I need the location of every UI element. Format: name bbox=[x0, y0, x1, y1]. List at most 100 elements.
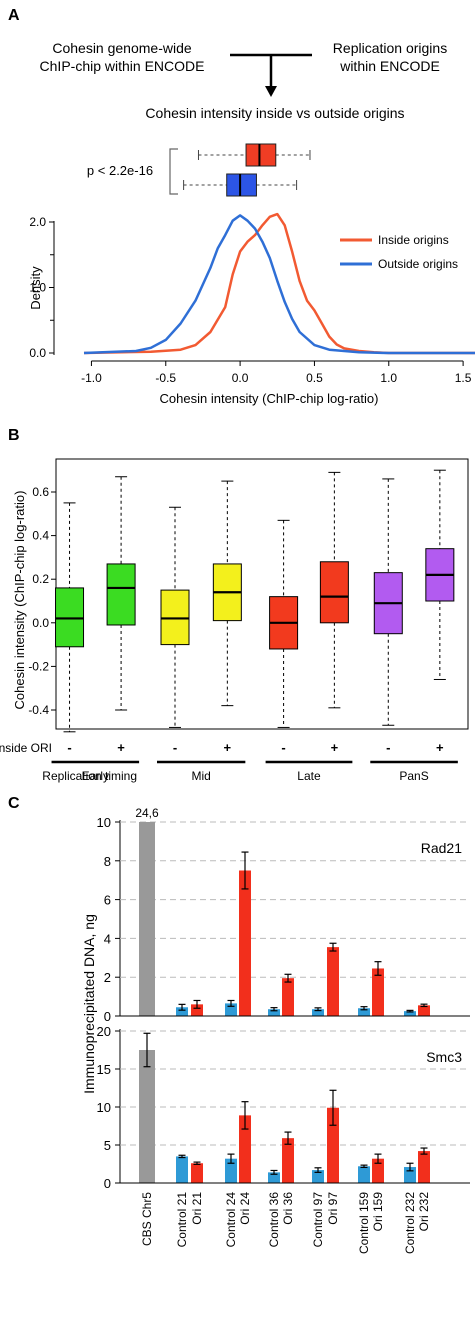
y-tick-label: 0.2 bbox=[32, 572, 49, 586]
category-label: Control 159 bbox=[357, 1192, 371, 1254]
y-tick-label: 10 bbox=[97, 815, 111, 830]
panel-name: Rad21 bbox=[421, 840, 462, 856]
bar bbox=[282, 978, 294, 1016]
source-left-line1: Cohesin genome-wide bbox=[52, 40, 192, 56]
ori-sign: - bbox=[281, 740, 285, 755]
replication-timing-label: Replication timing bbox=[42, 769, 137, 783]
ori-sign: + bbox=[117, 740, 125, 755]
bar bbox=[418, 1005, 430, 1016]
ori-sign: + bbox=[224, 740, 232, 755]
y-tick-label: 0 bbox=[104, 1176, 111, 1191]
ori-sign: - bbox=[173, 740, 177, 755]
panel-c-letter: C bbox=[8, 795, 20, 812]
panel-b-letter: B bbox=[8, 427, 20, 444]
summary-box bbox=[226, 173, 257, 197]
y-tick-label: 1.0 bbox=[29, 281, 46, 295]
category-label: Ori 36 bbox=[281, 1192, 295, 1225]
x-tick-label: -0.5 bbox=[155, 371, 176, 385]
y-axis-title: Cohesin intensity (ChIP-chip log-ratio) bbox=[12, 491, 27, 710]
bar bbox=[358, 1166, 370, 1183]
y-tick-label: 8 bbox=[104, 854, 111, 869]
panel-a-letter: A bbox=[8, 7, 20, 24]
x-tick-label: 0.5 bbox=[306, 371, 323, 385]
panel-a-scheme: A Cohesin genome-wide ChIP-chip within E… bbox=[8, 7, 447, 195]
box bbox=[319, 561, 349, 624]
y-tick-label: -0.4 bbox=[28, 703, 49, 717]
bar bbox=[358, 1008, 370, 1016]
group-label: PanS bbox=[399, 769, 428, 783]
ori-sign: + bbox=[331, 740, 339, 755]
category-label: Control 36 bbox=[267, 1192, 281, 1248]
bar bbox=[239, 870, 251, 1016]
bar bbox=[327, 1107, 339, 1183]
pvalue-bracket bbox=[169, 148, 178, 195]
bar bbox=[225, 1158, 237, 1183]
category-label: Ori 24 bbox=[238, 1192, 252, 1225]
group-label: Mid bbox=[192, 769, 211, 783]
merge-arrow-head bbox=[265, 86, 277, 97]
bar-value-label: 24,6 bbox=[135, 806, 159, 820]
bar bbox=[268, 1172, 280, 1183]
bar bbox=[176, 1007, 188, 1016]
category-label: Ori 97 bbox=[326, 1192, 340, 1225]
bar bbox=[191, 1004, 203, 1016]
y-tick-label: 2 bbox=[104, 970, 111, 985]
bar bbox=[372, 968, 384, 1016]
y-axis-title: Density bbox=[28, 266, 43, 310]
y-tick-label: 6 bbox=[104, 893, 111, 908]
ori-sign: - bbox=[67, 740, 71, 755]
category-label: CBS Chr5 bbox=[140, 1192, 154, 1246]
x-tick-label: 0.0 bbox=[232, 371, 249, 385]
category-label: Ori 232 bbox=[417, 1192, 431, 1232]
category-label: Control 97 bbox=[311, 1192, 325, 1248]
category-label: Control 24 bbox=[224, 1192, 238, 1248]
x-tick-label: 1.0 bbox=[380, 371, 397, 385]
bar bbox=[282, 1138, 294, 1183]
bar bbox=[312, 1170, 324, 1183]
legend-label: Inside origins bbox=[378, 233, 449, 247]
y-tick-label: 0.4 bbox=[32, 529, 49, 543]
bar bbox=[327, 947, 339, 1016]
bar bbox=[239, 1115, 251, 1183]
bar bbox=[176, 1156, 188, 1183]
bar bbox=[404, 1011, 416, 1016]
y-tick-label: 2.0 bbox=[29, 215, 46, 229]
y-tick-label: 5 bbox=[104, 1138, 111, 1153]
bar bbox=[139, 1050, 155, 1183]
ori-sign: + bbox=[436, 740, 444, 755]
density-line bbox=[83, 212, 475, 355]
ori-sign: - bbox=[386, 740, 390, 755]
y-axis-title: Immunoprecipitated DNA, ng bbox=[81, 914, 97, 1094]
bar bbox=[268, 1009, 280, 1016]
source-right-line1: Replication origins bbox=[333, 40, 447, 56]
group-label: Late bbox=[297, 769, 321, 783]
result-text: Cohesin intensity inside vs outside orig… bbox=[145, 105, 404, 121]
box bbox=[106, 563, 136, 626]
x-axis-title: Cohesin intensity (ChIP-chip log-ratio) bbox=[160, 391, 379, 406]
bar bbox=[139, 822, 155, 1016]
category-label: Ori 159 bbox=[371, 1192, 385, 1232]
summary-box bbox=[245, 143, 277, 167]
source-right-line2: within ENCODE bbox=[339, 58, 440, 74]
pvalue-text: p < 2.2e-16 bbox=[87, 163, 153, 178]
group-label: Early bbox=[82, 769, 109, 783]
category-label: Control 232 bbox=[403, 1192, 417, 1254]
x-tick-label: 1.5 bbox=[455, 371, 472, 385]
bar bbox=[418, 1151, 430, 1183]
y-tick-label: -0.2 bbox=[28, 659, 49, 673]
bar bbox=[372, 1158, 384, 1183]
density-chart: 0.0 1.0 2.0 -1.0 -0.5 0.0 0.5 1.0 1.5 Cohesin int… bbox=[28, 143, 475, 406]
source-left-line2: ChIP-chip within ENCODE bbox=[40, 58, 205, 74]
y-tick-label: 15 bbox=[97, 1062, 111, 1077]
y-tick-label: 0 bbox=[104, 1009, 111, 1024]
y-tick-label: 0.0 bbox=[32, 616, 49, 630]
x-tick-label: -1.0 bbox=[81, 371, 102, 385]
category-label: Control 21 bbox=[175, 1192, 189, 1248]
y-tick-label: 4 bbox=[104, 931, 111, 946]
timing-boxplot: B -0.4 -0.2 0.0 0.2 0.4 0.6 Cohesin intensity … bbox=[0, 427, 469, 783]
density-line bbox=[83, 214, 475, 355]
chip-qpcr-chart: C 0 2 4 6 8 10 Rad21 24,6 0 5 10 15 20 Smc3 Immunoprec… bbox=[8, 795, 470, 1254]
bar bbox=[312, 1009, 324, 1016]
y-tick-label: 10 bbox=[97, 1100, 111, 1115]
